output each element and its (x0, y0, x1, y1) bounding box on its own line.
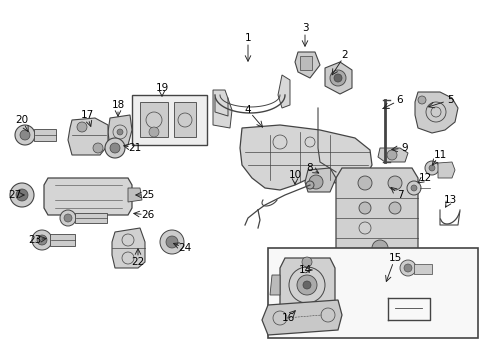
Circle shape (60, 210, 76, 226)
Text: 26: 26 (142, 210, 155, 220)
Polygon shape (44, 178, 132, 215)
Bar (34, 129, 56, 141)
Text: 14: 14 (298, 265, 312, 275)
Text: 27: 27 (8, 190, 22, 200)
Text: 7: 7 (397, 190, 403, 200)
Circle shape (105, 138, 125, 158)
Polygon shape (262, 300, 342, 335)
Text: 21: 21 (128, 143, 142, 153)
Circle shape (15, 125, 35, 145)
Text: 1: 1 (245, 33, 251, 43)
Text: 10: 10 (289, 170, 301, 180)
Circle shape (359, 202, 371, 214)
Circle shape (404, 264, 412, 272)
Circle shape (302, 257, 312, 267)
Circle shape (407, 181, 421, 195)
Circle shape (32, 230, 52, 250)
Text: 23: 23 (28, 235, 42, 245)
Circle shape (400, 260, 416, 276)
Polygon shape (336, 168, 418, 265)
Polygon shape (278, 75, 290, 108)
Polygon shape (295, 52, 320, 78)
Circle shape (77, 122, 87, 132)
Text: 2: 2 (342, 50, 348, 60)
Circle shape (149, 127, 159, 137)
Bar (50, 234, 75, 246)
Polygon shape (325, 62, 352, 94)
Circle shape (334, 74, 342, 82)
Circle shape (330, 70, 346, 86)
Bar (75, 213, 107, 223)
Circle shape (20, 130, 30, 140)
Polygon shape (128, 188, 142, 202)
Polygon shape (280, 258, 335, 315)
Polygon shape (305, 168, 336, 192)
Circle shape (389, 202, 401, 214)
Circle shape (64, 214, 72, 222)
Circle shape (388, 176, 402, 190)
Polygon shape (240, 125, 372, 190)
Bar (414, 264, 432, 274)
Circle shape (16, 189, 28, 201)
Circle shape (306, 181, 314, 189)
Text: 20: 20 (16, 115, 28, 125)
Text: 5: 5 (447, 95, 453, 105)
Text: 9: 9 (402, 143, 408, 153)
Text: 4: 4 (245, 105, 251, 115)
Text: 19: 19 (155, 83, 169, 93)
Text: 13: 13 (443, 195, 457, 205)
Circle shape (303, 281, 311, 289)
Circle shape (425, 161, 439, 175)
Text: 6: 6 (397, 95, 403, 105)
Polygon shape (112, 228, 145, 268)
Circle shape (117, 129, 123, 135)
Bar (174, 102, 196, 137)
Text: 17: 17 (80, 110, 94, 120)
Circle shape (387, 150, 397, 160)
Circle shape (429, 165, 435, 171)
Text: 25: 25 (142, 190, 155, 200)
Circle shape (358, 176, 372, 190)
Polygon shape (270, 275, 280, 295)
Circle shape (411, 185, 417, 191)
Bar (140, 102, 168, 137)
Polygon shape (438, 162, 455, 178)
Circle shape (372, 240, 388, 256)
Bar (300, 56, 312, 70)
Text: 15: 15 (389, 253, 402, 263)
Text: 11: 11 (433, 150, 446, 160)
Text: 22: 22 (131, 257, 145, 267)
Circle shape (37, 235, 47, 245)
Circle shape (160, 230, 184, 254)
Polygon shape (108, 115, 132, 148)
Circle shape (309, 175, 323, 189)
Circle shape (166, 236, 178, 248)
Circle shape (418, 96, 426, 104)
Circle shape (297, 275, 317, 295)
Text: 3: 3 (302, 23, 308, 33)
Circle shape (93, 143, 103, 153)
Text: 8: 8 (307, 163, 313, 173)
Polygon shape (378, 148, 408, 162)
Text: 18: 18 (111, 100, 124, 110)
Text: 12: 12 (418, 173, 432, 183)
Text: 16: 16 (281, 313, 294, 323)
Bar (132, 95, 207, 145)
Bar (268, 248, 478, 338)
Polygon shape (213, 90, 232, 128)
Circle shape (110, 143, 120, 153)
Text: 24: 24 (178, 243, 192, 253)
Polygon shape (415, 92, 458, 133)
Circle shape (10, 183, 34, 207)
Polygon shape (68, 118, 108, 155)
